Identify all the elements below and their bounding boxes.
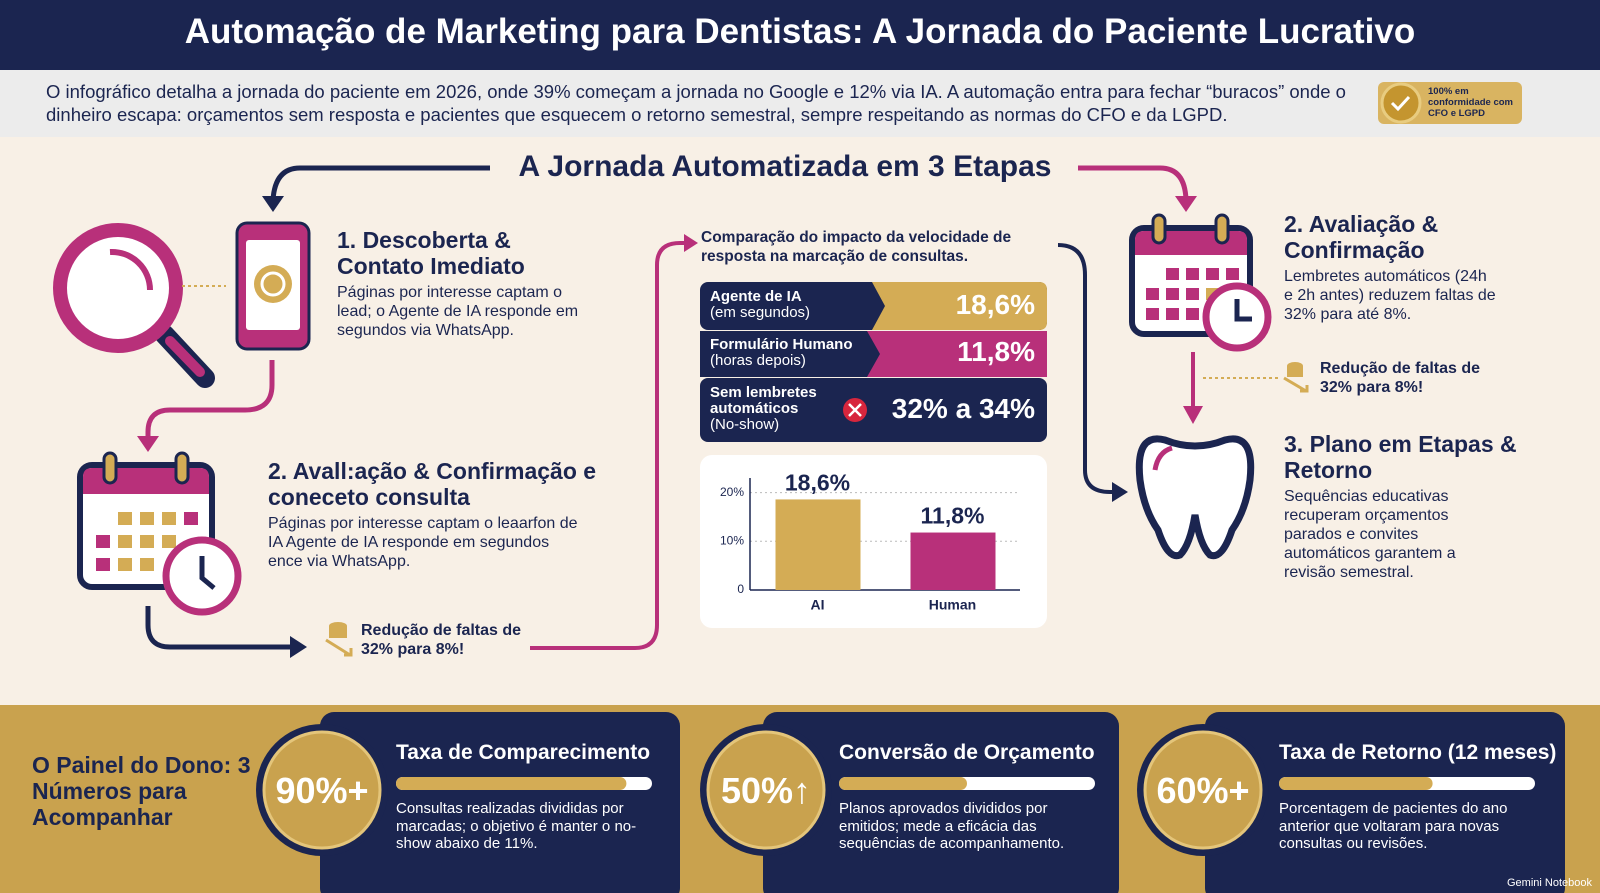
badge-check: [1390, 95, 1411, 112]
clock-hands: [199, 556, 216, 590]
header-band: [0, 0, 1600, 70]
dashboard-title: O Painel do Dono: 3 Números para Acompan…: [32, 752, 251, 830]
x-tick-label: AI: [811, 597, 825, 613]
comparison-title: Comparação do impacto da velocidade de r…: [701, 229, 1012, 265]
calendar-days: [1146, 268, 1239, 320]
step-title: 2. Avaliação & Confirmação: [1284, 211, 1439, 263]
calendar-ring: [1151, 213, 1167, 245]
metric-text: Porcentagem de pacientes do ano anterior…: [1279, 800, 1508, 852]
row-label: Formulário Humano: [710, 336, 853, 353]
step-text: Sequências educativas recuperam orçament…: [1284, 488, 1456, 581]
calendar-days: [96, 512, 198, 571]
metric-title: Taxa de Comparecimento: [396, 741, 651, 764]
note: Redução de faltas de 32% para 8%!: [361, 622, 522, 658]
magnifier: [53, 223, 183, 353]
progress-fill: [839, 777, 967, 790]
arrow: [1078, 165, 1189, 201]
coins-icon: [1283, 362, 1309, 393]
x-icon: [848, 403, 862, 417]
metric-value: 50%↑: [720, 770, 812, 811]
metric-card: [320, 712, 680, 893]
coins-icon: [325, 622, 353, 657]
bar: [910, 532, 996, 590]
journey-title: A Jornada Automatizada em 3 Etapas: [518, 150, 1052, 183]
arrowhead: [290, 636, 307, 658]
row-accent: [872, 282, 1047, 330]
arrowhead: [262, 196, 284, 212]
progress-fill: [1279, 777, 1433, 790]
y-tick-label: 0: [737, 582, 744, 596]
calendar-ring: [1214, 213, 1230, 245]
metric-title: Conversão de Orçamento: [839, 741, 1095, 764]
metric-card: [763, 712, 1119, 893]
arrow: [1057, 243, 1115, 494]
metric-text: Consultas realizadas divididas por marca…: [396, 800, 637, 852]
note: Redução de faltas de 32% para 8%!: [1320, 360, 1481, 396]
value-label: 18,6%: [785, 470, 850, 496]
step-text: Páginas por interesse captam o lead; o A…: [337, 284, 579, 339]
magnifier-handle: [165, 336, 205, 377]
arrowhead: [1175, 196, 1197, 212]
tooth-glint: [1152, 445, 1173, 471]
step-title: 2. Avall:ação & Confirmação e coneceto c…: [268, 458, 597, 510]
arrow: [145, 360, 275, 440]
step-text: Páginas por interesse captam o leaarfon …: [268, 515, 578, 570]
arrowhead: [684, 234, 698, 252]
row-label: Formulário Humano (horas depois): [710, 337, 870, 369]
row-sublabel: (horas depois): [710, 352, 806, 369]
metric-disc: [706, 730, 826, 850]
row-sublabel: (em segundos): [710, 304, 811, 321]
badge-seal: [1380, 82, 1422, 124]
progress-bars: [396, 777, 1535, 790]
step-text: Lembretes automáticos (24h e 2h antes) r…: [1284, 268, 1496, 323]
whatsapp-icon: [254, 265, 292, 303]
step-title: 3. Plano em Etapas & Retorno: [1284, 431, 1517, 483]
metric-disc: [262, 730, 382, 850]
intro-band: [0, 70, 1600, 137]
chart: 0 10% 20% AI 18,6% Human 11,8%: [720, 470, 1020, 613]
arrow: [145, 606, 292, 650]
row-accent: [867, 331, 1047, 377]
footer-credit: Gemini Notebook: [1507, 877, 1592, 889]
clock-hands: [1234, 299, 1252, 322]
y-tick-label: 20%: [720, 485, 744, 499]
value-label: 11,8%: [921, 503, 985, 529]
intro-text: O infográfico detalha a jornada do pacie…: [46, 81, 1346, 125]
row-sublabel: (No-show): [710, 416, 780, 433]
badge-text: 100% em conformidade com CFO e LGPD: [1428, 86, 1513, 119]
tooth: [1135, 435, 1255, 560]
metric-title: Taxa de Retorno (12 meses): [1279, 741, 1557, 764]
arrowhead: [1183, 406, 1203, 424]
whatsapp-icon: [260, 271, 286, 297]
row-bg: [700, 378, 1047, 442]
arrow: [270, 165, 490, 201]
calendar-ring: [102, 451, 118, 485]
x-tick-label: Human: [929, 597, 976, 613]
page-title: Automação de Marketing para Dentistas: A…: [184, 12, 1416, 51]
row-label: Agente de IA (em segundos): [710, 289, 870, 321]
y-tick-label: 10%: [720, 533, 744, 547]
metric-text: Planos aprovados divididos por emitidos;…: [839, 800, 1065, 852]
metric-value: 60%+: [1156, 770, 1250, 811]
bar: [775, 499, 861, 590]
metric-disc: [1143, 730, 1263, 850]
magnifier-glint: [109, 248, 154, 291]
row-label: Sem lembretes automáticos (No-show): [710, 385, 830, 433]
row-value: 11,8%: [957, 336, 1035, 367]
progress-fill: [396, 777, 627, 790]
step-title: 1. Descoberta & Contato Imediato: [337, 227, 525, 279]
row-label: Sem lembretes automáticos: [710, 384, 817, 417]
row-value: 18,6%: [955, 289, 1035, 320]
calendar-ring: [174, 451, 190, 485]
metric-value: 90%+: [275, 770, 369, 811]
row-label: Agente de IA: [710, 288, 802, 305]
arrow: [530, 241, 688, 650]
arrowhead: [1112, 482, 1128, 502]
arrowhead: [137, 436, 159, 452]
metric-card: [1205, 712, 1565, 893]
row-value: 32% a 34%: [891, 393, 1035, 424]
calendar-top: [83, 468, 209, 494]
